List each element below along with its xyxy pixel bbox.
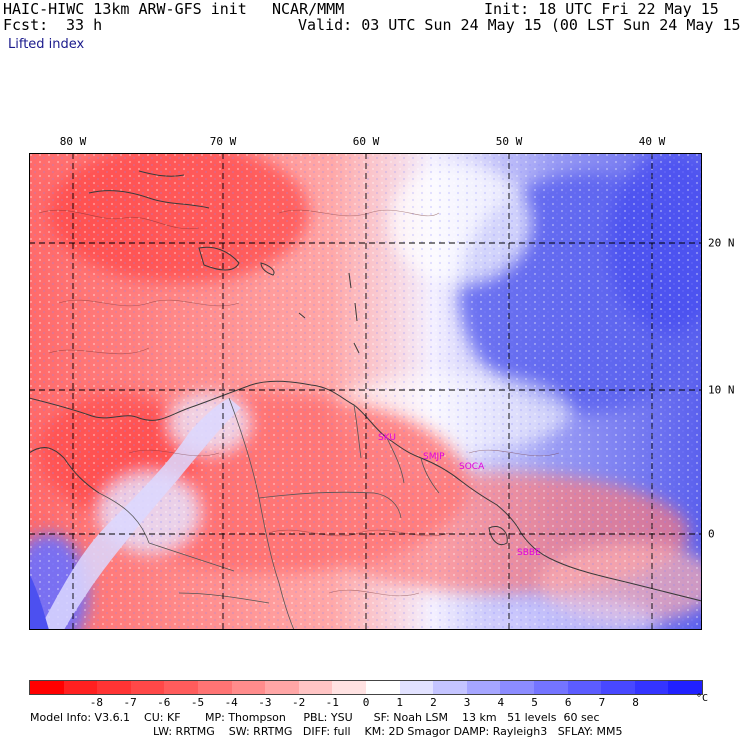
lon-label-60w: 60 W	[352, 135, 380, 148]
colorbar-tick-label: 6	[564, 696, 572, 709]
map-frame	[29, 153, 702, 630]
colorbar-tick-label: -8	[89, 696, 104, 709]
lifted-index-map: SKU SMJP SOCA SBBE	[29, 153, 702, 630]
colorbar-segment	[533, 681, 568, 694]
lon-label-80w: 80 W	[59, 135, 87, 148]
colorbar-segment	[601, 681, 635, 694]
colorbar-segment	[265, 681, 299, 694]
valid-time: Valid: 03 UTC Sun 24 May 15 (00 LST Sun …	[298, 16, 740, 34]
colorbar-segment	[466, 681, 501, 694]
andes-band	[39, 398, 241, 630]
contour-lines	[38, 209, 560, 597]
lat-label-10n: 10 N	[708, 383, 735, 397]
colorbar-segment	[399, 681, 434, 694]
colorbar-tick-label: 8	[632, 696, 639, 709]
colorbar-tick-label: 7	[598, 696, 606, 709]
colorbar-segment	[500, 681, 534, 694]
physics-info-line: LW: RRTMG SW: RRTMG DIFF: full KM: 2D Sm…	[153, 725, 623, 738]
organization-label: NCAR/MMM	[272, 0, 345, 18]
colorbar-tick-label: 4	[497, 696, 505, 709]
init-time: Init: 18 UTC Fri 22 May 15	[484, 0, 719, 18]
colorbar-tick-label: 2	[430, 696, 437, 709]
forecast-hour: 33 h	[66, 16, 103, 34]
colorbar-tick-label: -6	[157, 696, 171, 709]
colorbar-segment	[332, 681, 366, 694]
lat-lon-grid	[29, 153, 702, 630]
colorbar-tick-label: 3	[463, 696, 471, 709]
lat-label-20n: 20 N	[708, 236, 735, 250]
borders	[98, 397, 440, 630]
field-texture	[29, 153, 702, 630]
colorbar-tick-label: -2	[291, 696, 306, 709]
colorbar-segment	[30, 681, 64, 694]
colorbar-tick-label: 1	[396, 696, 403, 709]
colorbar-segment	[668, 681, 702, 694]
colorbar-segment	[164, 681, 198, 694]
lon-label-70w: 70 W	[209, 135, 237, 148]
field-name: Lifted index	[8, 37, 85, 52]
site-label-soca: SOCA	[459, 462, 485, 472]
lat-label-equator: 0	[708, 527, 715, 541]
site-label-sku: SKU	[378, 433, 396, 443]
colorbar-segment	[130, 681, 165, 694]
site-label-sbbe: SBBE	[517, 548, 541, 558]
colorbar-segment	[231, 681, 266, 694]
lon-label-50w: 50 W	[495, 135, 523, 148]
colorbar-segment	[197, 681, 232, 694]
colorbar-segment	[634, 681, 669, 694]
colorbar-segment	[63, 681, 98, 694]
colorbar-tick-label: -5	[190, 696, 205, 709]
colorbar-tick-label: -4	[224, 696, 238, 709]
forecast-label: Fcst:	[3, 16, 49, 34]
colorbar-segment	[433, 681, 467, 694]
pacific-blue	[29, 573, 49, 630]
model-info-line: Model Info: V3.6.1 CU: KF MP: Thompson P…	[30, 711, 600, 724]
colorbar-tick-label: -3	[258, 696, 272, 709]
colorbar-tick-label: 0	[362, 696, 370, 709]
colorbar-segment	[97, 681, 131, 694]
colorbar-segment	[365, 681, 400, 694]
colorbar-tick-label: -7	[123, 696, 137, 709]
model-title: HAIC-HIWC 13km ARW-GFS init	[3, 0, 247, 18]
lon-label-40w: 40 W	[638, 135, 666, 148]
colorbar-segment	[298, 681, 333, 694]
colorbar-segment	[567, 681, 602, 694]
colorbar-tick-label: -1	[325, 696, 339, 709]
colorbar	[29, 680, 703, 695]
colorbar-unit: °C	[696, 693, 709, 704]
colorbar-tick-label: 5	[531, 696, 538, 709]
site-label-smjp: SMJP	[423, 452, 445, 462]
